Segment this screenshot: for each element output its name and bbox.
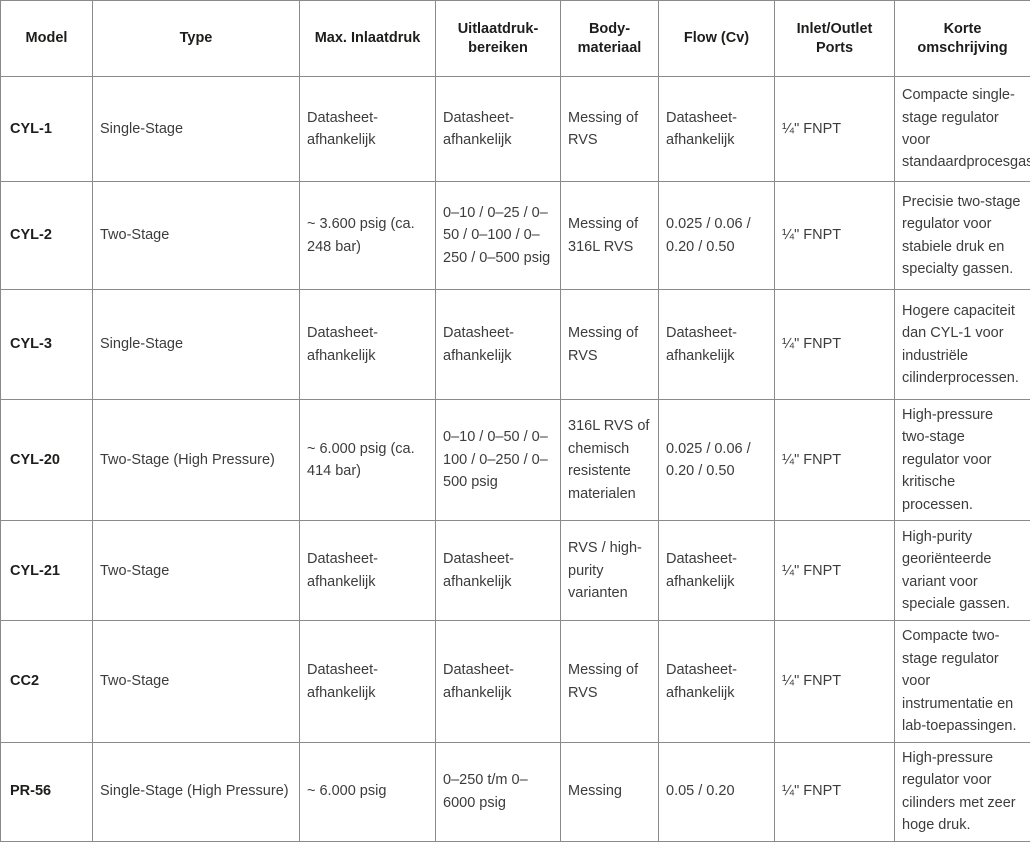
cell-ports: ¼" FNPT [775,77,895,182]
cell-body: Messing of RVS [561,77,659,182]
cell-flow: Datasheet-afhankelijk [659,77,775,182]
table-row: PR-56 Single-Stage (High Pressure) ~ 6.0… [1,742,1030,841]
cell-body: Messing of RVS [561,621,659,742]
table-row: CYL-20 Two-Stage (High Pressure) ~ 6.000… [1,400,1030,521]
cell-flow: Datasheet-afhankelijk [659,621,775,742]
table-row: CYL-2 Two-Stage ~ 3.600 psig (ca. 248 ba… [1,182,1030,290]
cell-model: CYL-2 [1,182,93,290]
cell-model: CYL-21 [1,521,93,621]
cell-inlet: ~ 6.000 psig [300,742,436,841]
column-header-max-inlaatdruk: Max. Inlaatdruk [300,1,436,77]
cell-outlet: Datasheet-afhankelijk [436,621,561,742]
cell-inlet: ~ 6.000 psig (ca. 414 bar) [300,400,436,521]
cell-model: CYL-3 [1,290,93,400]
cell-description: High-pressure two-stage regulator voor k… [895,400,1030,521]
cell-outlet: Datasheet-afhankelijk [436,521,561,621]
cell-outlet: 0–250 t/m 0–6000 psig [436,742,561,841]
column-header-flow-cv: Flow (Cv) [659,1,775,77]
cell-inlet: Datasheet-afhankelijk [300,621,436,742]
cell-model: CYL-20 [1,400,93,521]
column-header-type: Type [93,1,300,77]
cell-outlet: Datasheet-afhankelijk [436,290,561,400]
cell-flow: Datasheet-afhankelijk [659,290,775,400]
cell-outlet: 0–10 / 0–50 / 0–100 / 0–250 / 0–500 psig [436,400,561,521]
cell-type: Two-Stage [93,182,300,290]
cell-model: PR-56 [1,742,93,841]
table-row: CYL-21 Two-Stage Datasheet-afhankelijk D… [1,521,1030,621]
cell-inlet: ~ 3.600 psig (ca. 248 bar) [300,182,436,290]
cell-inlet: Datasheet-afhankelijk [300,290,436,400]
cell-body: 316L RVS of chemisch resistente material… [561,400,659,521]
table-row: CYL-3 Single-Stage Datasheet-afhankelijk… [1,290,1030,400]
cell-ports: ¼" FNPT [775,290,895,400]
cell-outlet: 0–10 / 0–25 / 0–50 / 0–100 / 0–250 / 0–5… [436,182,561,290]
cell-body: Messing [561,742,659,841]
column-header-inlet-outlet-ports: Inlet/Outlet Ports [775,1,895,77]
table-header-row: Model Type Max. Inlaatdruk Uitlaatdruk- … [1,1,1030,77]
cell-description: Precisie two-stage regulator voor stabie… [895,182,1030,290]
cell-type: Single-Stage [93,290,300,400]
cell-description: High-pressure regulator voor cilinders m… [895,742,1030,841]
cell-type: Two-Stage (High Pressure) [93,400,300,521]
column-header-body-materiaal: Body- materiaal [561,1,659,77]
cell-type: Two-Stage [93,621,300,742]
column-header-korte-omschrijving: Korte omschrijving [895,1,1030,77]
cell-flow: 0.05 / 0.20 [659,742,775,841]
cell-description: Compacte two-stage regulator voor instru… [895,621,1030,742]
column-header-model: Model [1,1,93,77]
table-row: CC2 Two-Stage Datasheet-afhankelijk Data… [1,621,1030,742]
table-header: Model Type Max. Inlaatdruk Uitlaatdruk- … [1,1,1030,77]
cell-type: Single-Stage [93,77,300,182]
cell-flow: 0.025 / 0.06 / 0.20 / 0.50 [659,400,775,521]
cell-ports: ¼" FNPT [775,182,895,290]
cell-body: Messing of 316L RVS [561,182,659,290]
cell-description: High-purity georiënteerde variant voor s… [895,521,1030,621]
cell-inlet: Datasheet-afhankelijk [300,521,436,621]
cell-body: Messing of RVS [561,290,659,400]
cell-ports: ¼" FNPT [775,400,895,521]
cell-description: Hogere capaciteit dan CYL-1 voor industr… [895,290,1030,400]
cell-model: CYL-1 [1,77,93,182]
cell-body: RVS / high-purity varianten [561,521,659,621]
cell-ports: ¼" FNPT [775,621,895,742]
cell-flow: Datasheet-afhankelijk [659,521,775,621]
cell-description: Compacte single-stage regulator voor sta… [895,77,1030,182]
cell-outlet: Datasheet-afhankelijk [436,77,561,182]
table-row: CYL-1 Single-Stage Datasheet-afhankelijk… [1,77,1030,182]
table-body: CYL-1 Single-Stage Datasheet-afhankelijk… [1,77,1030,842]
cell-model: CC2 [1,621,93,742]
cell-type: Single-Stage (High Pressure) [93,742,300,841]
cell-flow: 0.025 / 0.06 / 0.20 / 0.50 [659,182,775,290]
column-header-uitlaatdruk-bereiken: Uitlaatdruk- bereiken [436,1,561,77]
cell-type: Two-Stage [93,521,300,621]
cell-inlet: Datasheet-afhankelijk [300,77,436,182]
cell-ports: ¼" FNPT [775,742,895,841]
cell-ports: ¼" FNPT [775,521,895,621]
